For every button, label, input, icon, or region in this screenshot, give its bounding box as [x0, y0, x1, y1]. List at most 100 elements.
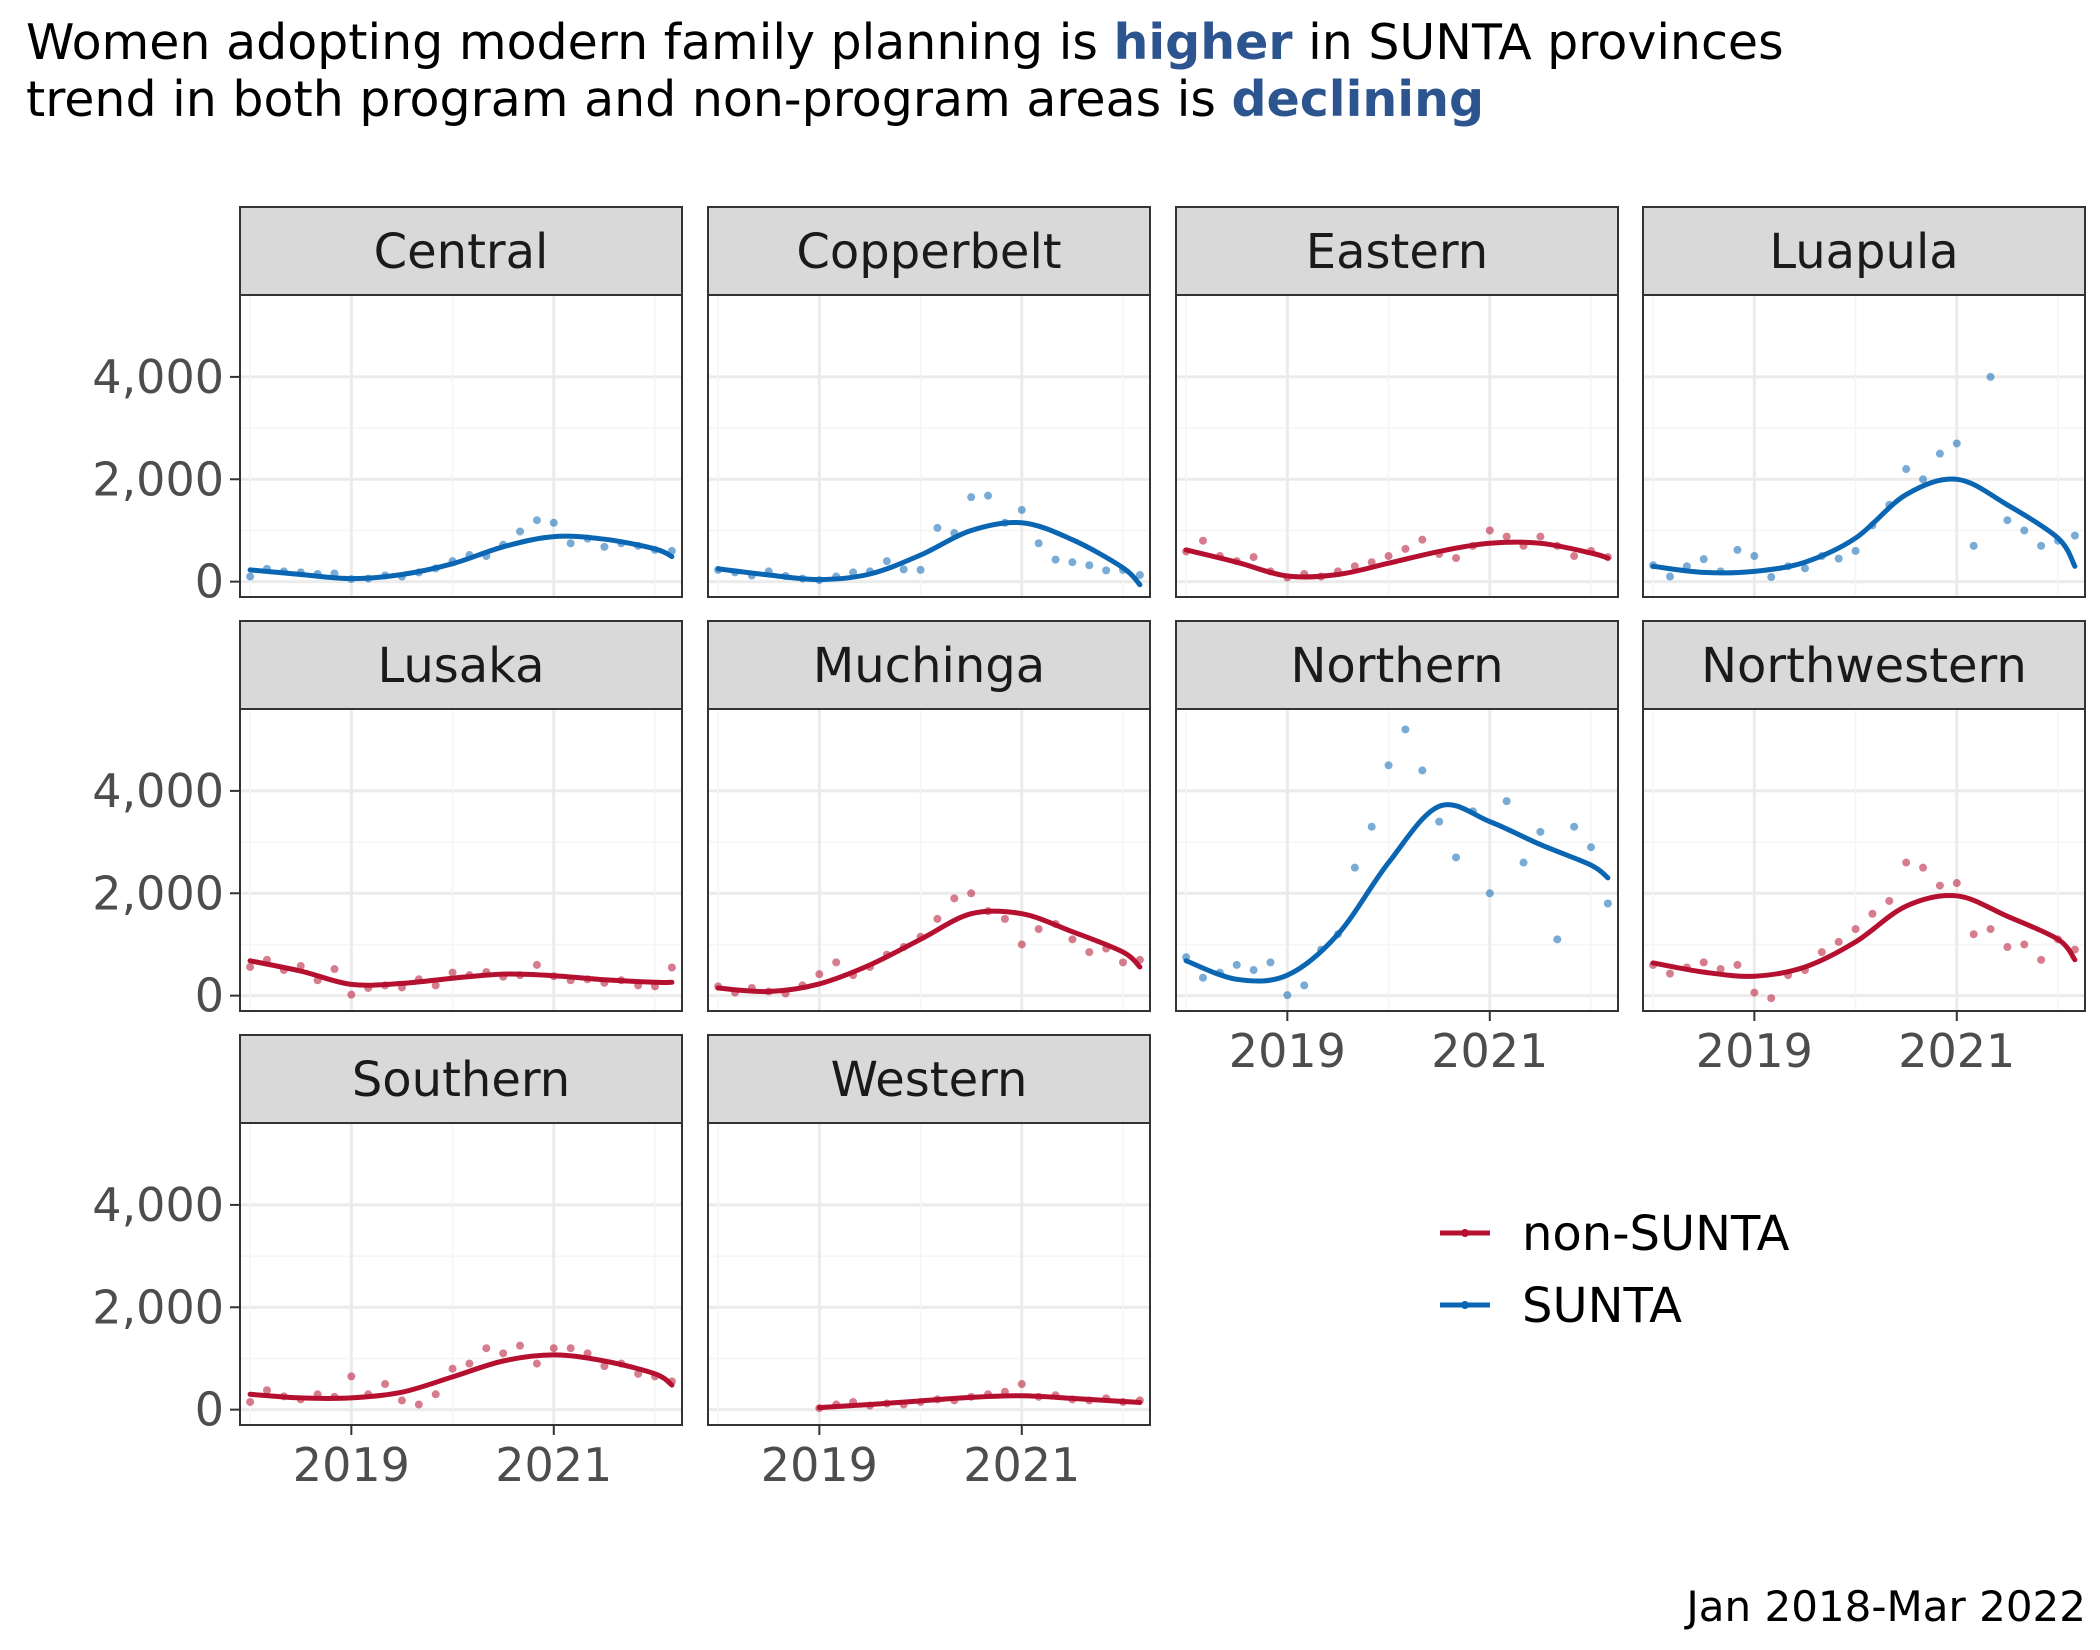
data-point	[1699, 555, 1708, 564]
trend-line	[247, 533, 675, 582]
data-point	[2070, 945, 2079, 954]
data-point	[1367, 558, 1376, 567]
data-point	[1384, 761, 1393, 770]
trend-line	[1183, 802, 1611, 984]
data-point	[1919, 475, 1928, 484]
data-point	[600, 1362, 609, 1371]
title-line-2: trend in both program and non-program ar…	[26, 71, 1784, 128]
data-point	[1750, 552, 1759, 561]
data-point	[2037, 541, 2046, 550]
y-tick-label: 0	[195, 1383, 224, 1437]
data-point	[1502, 532, 1511, 541]
legend-label: SUNTA	[1522, 1278, 1682, 1334]
panel-border	[239, 1122, 683, 1426]
facet-panel: Northwestern 2019 2021	[1642, 620, 2086, 1078]
data-point	[1986, 372, 1995, 381]
data-point	[1834, 554, 1843, 563]
data-point	[984, 491, 993, 500]
data-point	[1068, 558, 1077, 567]
data-point	[1851, 546, 1860, 555]
panel-background	[1176, 709, 1618, 1011]
data-point	[1249, 553, 1258, 562]
data-point	[1519, 858, 1528, 867]
data-point	[1553, 935, 1562, 944]
data-point	[1485, 526, 1494, 535]
data-point	[1733, 960, 1742, 969]
x-tick-label: 2021	[1898, 1024, 2015, 1078]
legend-key-point	[1461, 1229, 1469, 1237]
data-point	[246, 1397, 255, 1406]
panel-border	[707, 708, 1151, 1012]
data-point	[1767, 994, 1776, 1003]
data-point	[2020, 526, 2029, 535]
y-tick-label: 4,000	[92, 1178, 224, 1232]
data-point	[1902, 465, 1911, 474]
data-point	[566, 539, 575, 548]
data-point	[815, 970, 824, 979]
data-point	[1068, 935, 1077, 944]
data-point	[2003, 516, 2012, 525]
data-point	[916, 565, 925, 574]
data-point	[1401, 544, 1410, 553]
data-point	[1051, 555, 1060, 564]
title-highlight-higher: higher	[1113, 14, 1293, 71]
data-point	[431, 981, 440, 990]
facet-strip-label: Southern	[352, 1052, 570, 1108]
panel-border	[707, 294, 1151, 598]
title-text: Women adopting modern family planning is	[26, 14, 1114, 71]
data-point	[1851, 925, 1860, 934]
facet-panel: Copperbelt	[707, 206, 1151, 598]
data-point	[448, 1364, 457, 1373]
data-point	[1699, 958, 1708, 967]
data-point	[967, 889, 976, 898]
facet-strip-label: Eastern	[1306, 224, 1488, 280]
data-point	[1570, 822, 1579, 831]
x-tick-label: 2019	[1696, 1024, 1813, 1078]
data-point	[296, 961, 305, 970]
data-point	[832, 958, 841, 967]
data-point	[246, 572, 255, 581]
facet-panel: Luapula	[1642, 206, 2086, 598]
data-point	[1249, 966, 1258, 975]
facet-strip	[239, 1034, 683, 1124]
title-highlight-declining: declining	[1231, 71, 1485, 128]
data-point	[532, 516, 541, 525]
facet-strip	[1175, 620, 1619, 710]
facet-strip-label: Lusaka	[377, 638, 544, 694]
data-point	[1767, 573, 1776, 582]
data-point	[1587, 843, 1596, 852]
data-point	[1135, 570, 1144, 579]
panel-background	[708, 295, 1150, 597]
facet-panel: Muchinga	[707, 620, 1151, 1012]
data-point	[532, 960, 541, 969]
data-point	[1750, 988, 1759, 997]
data-point	[667, 963, 676, 972]
data-point	[933, 523, 942, 532]
data-point	[397, 1396, 406, 1405]
data-point	[2003, 943, 2012, 952]
facet-panel: Lusaka 0 2,000 4,000	[92, 620, 683, 1023]
facet-panel: Western 2019 2021	[707, 1034, 1151, 1492]
x-tick-label: 2021	[963, 1438, 1080, 1492]
data-point	[1266, 958, 1275, 967]
data-point	[1502, 797, 1511, 806]
data-point	[1119, 958, 1128, 967]
y-tick-label: 0	[195, 969, 224, 1023]
data-point	[246, 962, 255, 971]
data-point	[1000, 914, 1009, 923]
trend-line	[247, 1352, 675, 1401]
data-point	[1969, 541, 1978, 550]
data-point	[2020, 940, 2029, 949]
facet-panel: Southern 0 2,000 4,000 2019 2021	[92, 1034, 683, 1492]
trend-line	[247, 958, 675, 988]
data-point	[1733, 545, 1742, 554]
panel-border	[239, 294, 683, 598]
facet-strip-label: Copperbelt	[796, 224, 1061, 280]
legend: non-SUNTA SUNTA	[1440, 1206, 1790, 1334]
data-point	[1452, 853, 1461, 862]
data-point	[967, 493, 976, 502]
data-point	[1834, 937, 1843, 946]
panel-border	[707, 1122, 1151, 1426]
title-text: in SUNTA provinces	[1292, 14, 1784, 71]
data-point	[1800, 564, 1809, 573]
